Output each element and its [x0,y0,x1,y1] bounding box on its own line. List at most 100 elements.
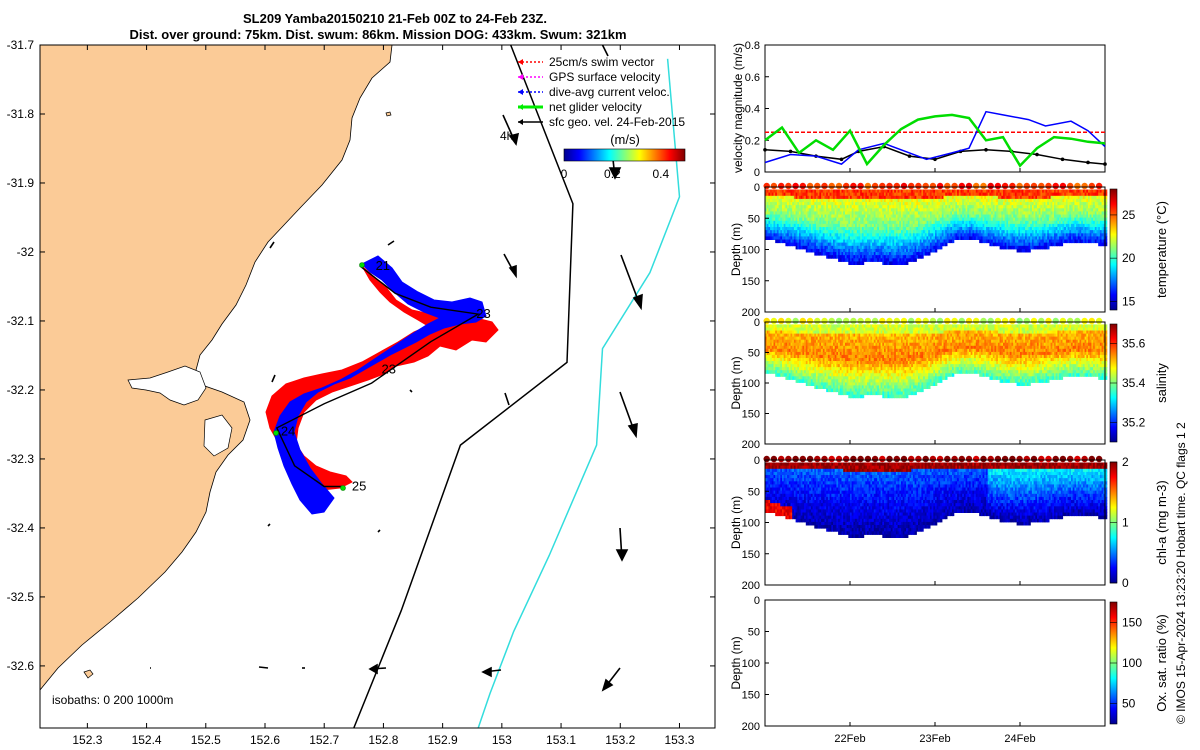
data-cell [887,242,890,247]
data-cell [873,192,877,197]
data-cell [904,211,907,215]
data-cell [770,192,773,197]
data-cell [919,189,922,194]
data-cell [1008,214,1011,219]
data-cell [991,233,994,237]
data-cell [860,230,863,234]
data-cell [1018,202,1021,206]
data-cell [765,202,768,206]
data-cell [846,192,849,197]
data-cell [838,242,841,247]
data-cell [827,208,831,212]
data-cell [799,227,802,231]
data-cell [895,189,899,194]
data-cell [831,236,834,240]
data-cell [827,214,831,219]
data-cell [846,245,849,250]
data-cell [1011,202,1014,206]
lake [203,414,233,457]
data-cell [926,223,929,228]
data-cell [795,208,798,212]
data-cell [901,248,904,253]
data-cell [865,214,868,219]
data-cell [906,211,909,215]
data-cell [809,189,812,194]
data-cell [928,245,931,250]
data-cell [865,211,868,215]
data-cell [827,233,831,237]
data-cell [860,233,863,237]
data-cell [1025,195,1028,200]
data-cell [962,214,965,219]
data-cell [855,220,858,225]
data-cell [819,195,822,200]
data-cell [877,192,880,197]
data-cell [943,236,946,240]
data-cell [1035,195,1038,200]
data-cell [962,217,965,222]
data-cell [788,208,792,212]
data-cell [787,192,790,197]
data-cell [909,248,912,253]
data-cell [783,214,786,219]
data-cell [918,208,921,212]
data-cell [887,211,890,215]
data-cell [836,205,839,209]
data-cell [858,261,861,265]
temperature-y-tick-label: 0 [754,182,760,194]
data-cell [797,195,800,200]
data-cell [1035,230,1038,234]
data-cell [1035,202,1038,206]
data-cell [965,192,968,197]
data-cell [875,233,878,237]
data-cell [809,195,812,200]
data-cell [909,208,912,212]
data-cell [999,217,1002,222]
data-cell [899,223,902,228]
data-cell [1018,245,1021,250]
data-cell [992,236,996,240]
data-cell [822,217,826,222]
data-cell [991,214,994,219]
data-cell [945,236,948,240]
data-cell [1028,198,1031,203]
data-cell [844,214,848,219]
data-cell [773,205,776,209]
time-label: 4h [500,129,513,143]
temperature-colorbar-tick-label: 15 [1122,294,1136,308]
surface-marker [1052,182,1059,190]
data-cell [843,205,846,209]
data-cell [974,211,977,215]
data-cell [807,233,810,237]
data-cell [1033,192,1036,197]
data-cell [1014,198,1018,203]
data-cell [792,211,795,215]
data-cell [941,217,945,222]
data-cell [969,227,972,231]
data-cell [850,202,853,206]
data-cell [1013,211,1016,215]
data-cell [1028,220,1031,225]
data-cell [827,236,831,240]
data-cell [1013,245,1016,250]
data-cell [1033,220,1036,225]
data-cell [833,233,836,237]
data-cell [929,227,933,231]
data-cell [860,192,863,197]
data-cell [935,242,938,247]
data-cell [890,230,894,234]
data-cell [1040,198,1043,203]
data-cell [1026,248,1030,253]
map-x-tick-label: 153.2 [605,733,635,747]
data-cell [872,255,875,259]
data-cell [895,195,899,200]
data-cell [929,230,933,234]
data-cell [860,208,863,212]
data-cell [799,192,802,197]
data-cell [928,214,931,219]
data-cell [873,195,877,200]
data-cell [1025,233,1028,237]
data-cell [836,189,839,194]
map-y-tick-label: -32.2 [7,383,35,397]
